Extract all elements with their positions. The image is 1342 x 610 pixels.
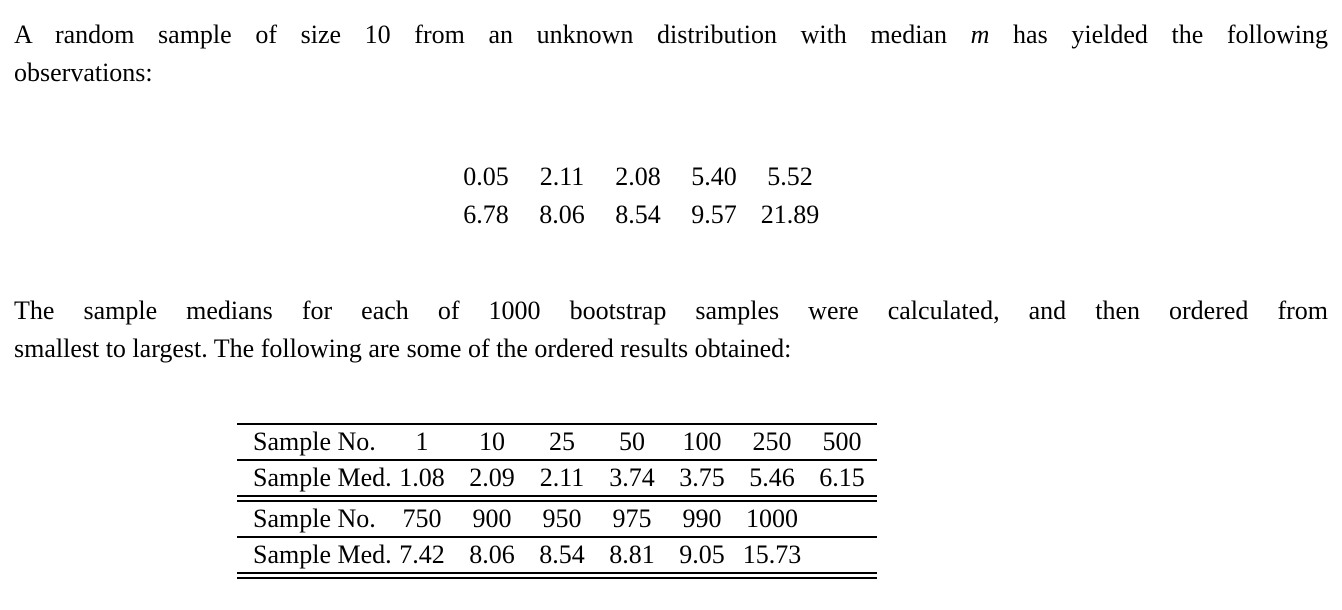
observation-value: 2.11 [539, 162, 585, 191]
observation-value: 6.78 [463, 200, 509, 229]
table-double-rule-bottom [237, 572, 877, 579]
intro-text-after-math: has yielded the following [1013, 20, 1329, 49]
intro-text-before-math: A random sample of size 10 from an unkno… [14, 20, 947, 49]
observation-value: 21.89 [760, 200, 820, 229]
bootstrap-paragraph-line1: The sample medians for each of 1000 boot… [14, 296, 1328, 325]
observation-value: 8.54 [615, 200, 661, 229]
table-cell: 5.46 [749, 463, 795, 492]
table-rule [237, 500, 877, 502]
table-cell: 8.54 [539, 540, 585, 569]
table-row-sample-med-second: Sample Med. 7.42 8.06 8.54 8.81 9.05 15.… [237, 538, 877, 572]
table-cell: 990 [682, 504, 722, 533]
table-cell: 2.09 [469, 463, 515, 492]
observations-row-1: 0.05 2.11 2.08 5.40 5.52 [448, 158, 828, 196]
table-cell: 1000 [746, 504, 798, 533]
table-row-sample-med-first: Sample Med. 1.08 2.09 2.11 3.74 3.75 5.4… [237, 461, 877, 495]
table-cell: 500 [822, 427, 862, 456]
table-cell: 900 [472, 504, 512, 533]
bootstrap-paragraph: The sample medians for each of 1000 boot… [14, 292, 1328, 368]
table-cell: 250 [752, 427, 792, 456]
observation-value: 9.57 [691, 200, 737, 229]
intro-paragraph-line1: A random sample of size 10 from an unkno… [14, 16, 1328, 54]
table-cell: 750 [402, 504, 442, 533]
table-cell [807, 502, 877, 536]
table-cell: 8.06 [469, 540, 515, 569]
bootstrap-results-table: Sample No. 1 10 25 50 100 250 500 Sample… [237, 423, 877, 579]
bootstrap-paragraph-line2: smallest to largest. The following are s… [14, 334, 792, 363]
table-rule [237, 577, 877, 579]
table-row-sample-no-first: Sample No. 1 10 25 50 100 250 500 [237, 425, 877, 459]
row-label: Sample No. [253, 504, 376, 533]
intro-paragraph-line2: observations: [14, 58, 153, 87]
table-cell: 6.15 [819, 463, 865, 492]
row-label: Sample Med. [253, 540, 392, 569]
table-rule-mid-2 [237, 536, 877, 538]
observations-row-2: 6.78 8.06 8.54 9.57 21.89 [448, 196, 828, 234]
observation-value: 0.05 [463, 162, 509, 191]
table-cell: 8.81 [609, 540, 655, 569]
table-cell: 1.08 [399, 463, 445, 492]
table-cell: 50 [619, 427, 645, 456]
table-cell: 10 [479, 427, 505, 456]
intro-paragraph: A random sample of size 10 from an unkno… [14, 16, 1328, 92]
table-cell: 975 [612, 504, 652, 533]
table-rule-mid-1 [237, 459, 877, 461]
table-rule-top [237, 423, 877, 425]
table-cell: 3.74 [609, 463, 655, 492]
table-cell: 25 [549, 427, 575, 456]
document-page: A random sample of size 10 from an unkno… [14, 16, 1328, 579]
median-math-symbol: m [970, 20, 990, 49]
observation-value: 2.08 [615, 162, 661, 191]
table-cell: 3.75 [679, 463, 725, 492]
observation-value: 8.06 [539, 200, 585, 229]
table-cell [807, 538, 877, 572]
table-row-sample-no-second: Sample No. 750 900 950 975 990 1000 [237, 502, 877, 536]
table-rule [237, 495, 877, 497]
row-label: Sample No. [253, 427, 376, 456]
row-label: Sample Med. [253, 463, 392, 492]
table-cell: 7.42 [399, 540, 445, 569]
table-cell: 15.73 [742, 540, 802, 569]
table-cell: 950 [542, 504, 582, 533]
table-cell: 9.05 [679, 540, 725, 569]
table-cell: 2.11 [539, 463, 585, 492]
table-rule [237, 572, 877, 574]
table-double-rule-middle [237, 495, 877, 502]
observation-value: 5.52 [767, 162, 813, 191]
observation-value: 5.40 [691, 162, 737, 191]
table-cell: 100 [682, 427, 722, 456]
observations-block: 0.05 2.11 2.08 5.40 5.52 6.78 8.06 8.54 … [448, 158, 828, 234]
table-cell: 1 [415, 427, 429, 456]
